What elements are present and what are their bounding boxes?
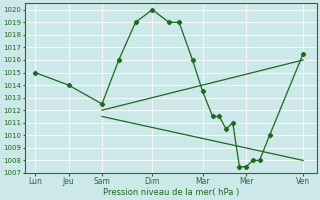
X-axis label: Pression niveau de la mer( hPa ): Pression niveau de la mer( hPa ) bbox=[103, 188, 239, 197]
